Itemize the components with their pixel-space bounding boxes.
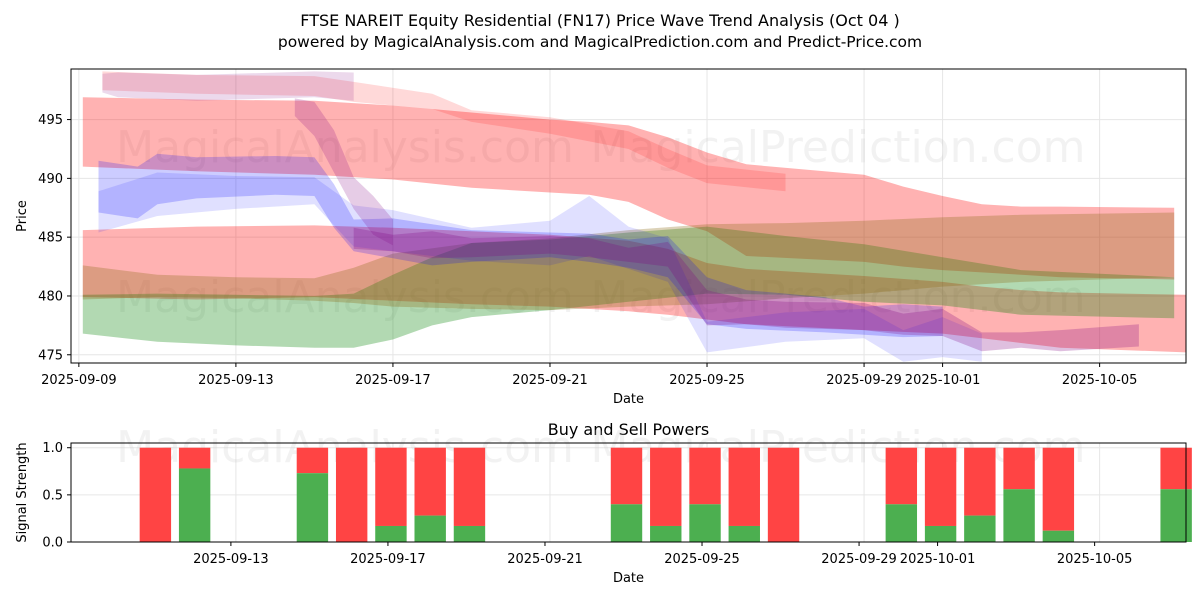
buy-power-bar	[414, 515, 446, 542]
signal-x-tick-label: 2025-09-13	[193, 552, 269, 567]
sell-power-bar	[885, 447, 918, 505]
sell-power-bar	[296, 447, 329, 474]
price-x-tick-label: 2025-09-17	[355, 373, 431, 388]
series-red-top-light	[102, 71, 786, 192]
buy-power-bar	[964, 515, 996, 542]
sell-power-bar	[689, 447, 721, 505]
signal-x-tick-label: 2025-10-05	[1057, 552, 1133, 567]
price-axes-frame	[70, 68, 1187, 364]
chart-title: FTSE NAREIT Equity Residential (FN17) Pr…	[300, 11, 899, 30]
sell-power-bar	[139, 447, 172, 542]
buy-power-bar	[178, 468, 211, 542]
buy-power-bar	[296, 473, 329, 542]
watermark-left: MagicalAnalysis.com	[116, 122, 574, 173]
sell-power-bar	[924, 447, 957, 526]
sell-power-bar	[375, 447, 407, 526]
signal-x-tick-label: 2025-09-21	[507, 552, 583, 567]
series-purple-wave	[353, 227, 1139, 352]
sell-power-bar	[414, 447, 446, 516]
signal-axes-frame	[70, 442, 1187, 543]
price-y-tick-label: 480	[38, 289, 63, 304]
buy-power-bar	[1160, 489, 1192, 542]
series-red-upper-band	[82, 97, 1175, 280]
sell-power-bar	[178, 447, 211, 469]
price-x-axis-title: Date	[613, 392, 644, 407]
signal-x-tick-label: 2025-10-01	[900, 552, 976, 567]
buy-power-bar	[728, 525, 760, 542]
price-x-tick-label: 2025-09-09	[41, 373, 117, 388]
buy-power-bar	[885, 504, 918, 542]
signal-y-tick-label: 0.5	[42, 488, 63, 503]
price-y-axis-title: Price	[15, 200, 30, 232]
buy-power-bar	[453, 525, 486, 542]
buy-power-bar	[610, 504, 643, 542]
sell-power-bar	[767, 447, 800, 542]
series-blue-wave	[98, 153, 943, 338]
signal-x-tick-label: 2025-09-25	[664, 552, 740, 567]
price-y-tick-label: 475	[38, 348, 63, 363]
series-red-lower-band	[82, 225, 1186, 353]
buy-power-bar	[650, 525, 682, 542]
series-green-band	[82, 226, 1175, 348]
price-x-tick-label: 2025-10-01	[905, 373, 981, 388]
buy-power-bar	[375, 525, 407, 542]
sell-power-bar	[335, 447, 368, 542]
buy-power-bar	[689, 504, 721, 542]
signal-title: Buy and Sell Powers	[548, 420, 710, 439]
watermark-left: MagicalAnalysis.com	[116, 272, 574, 323]
price-panel: MagicalAnalysis.com MagicalPrediction.com…	[15, 68, 1187, 407]
price-x-tick-label: 2025-09-21	[512, 373, 588, 388]
price-y-tick-label: 490	[38, 172, 63, 187]
signal-x-tick-label: 2025-09-29	[821, 552, 897, 567]
sell-power-bar	[1003, 447, 1035, 490]
price-x-tick-label: 2025-10-05	[1062, 373, 1138, 388]
series-lavender-top	[102, 71, 354, 101]
signal-y-tick-label: 0.0	[42, 536, 63, 551]
sell-power-bar	[964, 447, 996, 516]
sell-power-bar	[610, 447, 643, 505]
sell-power-bar	[1042, 447, 1075, 531]
price-x-tick-label: 2025-09-25	[669, 373, 745, 388]
series-mauve-spike	[294, 98, 393, 246]
sell-power-bar	[728, 447, 760, 526]
signal-x-axis-title: Date	[613, 571, 644, 586]
watermark-right: MagicalPrediction.com	[591, 272, 1086, 323]
signal-y-tick-label: 1.0	[42, 441, 63, 456]
sell-power-bar	[1160, 447, 1192, 490]
price-y-tick-label: 485	[38, 231, 63, 246]
buy-power-bar	[1042, 530, 1075, 542]
chart-subtitle: powered by MagicalAnalysis.com and Magic…	[278, 33, 922, 51]
series-blue-outer	[98, 172, 982, 362]
price-bands	[82, 71, 1186, 362]
buy-power-bar	[924, 525, 957, 542]
price-x-tick-label: 2025-09-13	[198, 373, 274, 388]
sell-power-bar	[453, 447, 486, 526]
watermark-right: MagicalPrediction.com	[591, 122, 1086, 173]
buy-power-bar	[1003, 489, 1035, 542]
price-x-tick-label: 2025-09-29	[826, 373, 902, 388]
series-brown-band	[82, 212, 1175, 311]
signal-y-axis-title: Signal Strength	[15, 442, 30, 542]
price-y-tick-label: 495	[38, 113, 63, 128]
signal-x-tick-label: 2025-09-17	[350, 552, 426, 567]
sell-power-bar	[650, 447, 682, 526]
